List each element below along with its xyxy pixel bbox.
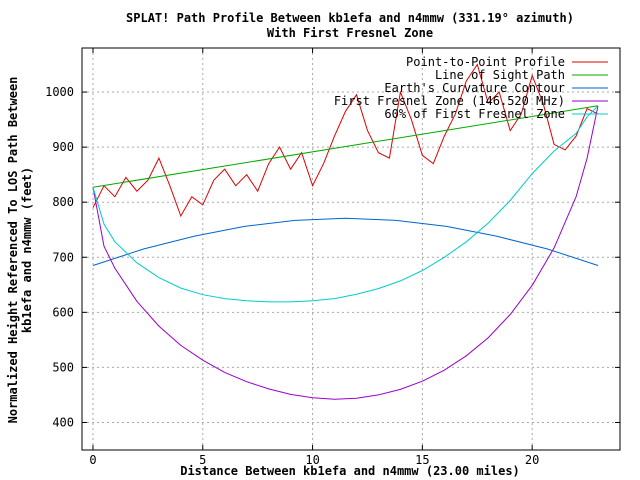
y-axis-label-line1: Normalized Height Referenced To LOS Path… xyxy=(6,77,20,424)
legend-label-los: Line of Sight Path xyxy=(435,68,565,82)
y-tick-label: 400 xyxy=(52,415,74,429)
y-axis-label-line2: kb1efa and n4mmw (feet) xyxy=(20,167,34,333)
y-tick-label: 1000 xyxy=(45,85,74,99)
axis-ticks: 0 5 10 15 20 400 500 600 700 800 900 1000 xyxy=(45,48,620,467)
legend-label-earth: Earth's Curvature Contour xyxy=(384,81,565,95)
series-los-line xyxy=(92,105,599,188)
y-tick-label: 700 xyxy=(52,250,74,264)
x-axis-label: Distance Between kb1efa and n4mmw (23.00… xyxy=(180,464,520,478)
legend-label-fresnel60: 60% of First Fresnel Zone xyxy=(384,107,565,121)
series-profile-line xyxy=(92,63,599,218)
x-tick-label: 5 xyxy=(199,453,206,467)
grid-lines xyxy=(82,48,620,450)
x-tick-label: 0 xyxy=(89,453,96,467)
series-fresnel60-line xyxy=(92,105,599,303)
chart-title: SPLAT! Path Profile Between kb1efa and n… xyxy=(126,11,574,25)
legend-label-fresnel: First Fresnel Zone (146.520 MHz) xyxy=(334,94,565,108)
chart-subtitle: With First Fresnel Zone xyxy=(267,26,433,40)
series-fresnel-line xyxy=(92,105,599,400)
y-tick-label: 900 xyxy=(52,140,74,154)
series-earth-line xyxy=(92,217,599,266)
series-layer xyxy=(92,63,599,400)
y-tick-label: 800 xyxy=(52,195,74,209)
legend-label-profile: Point-to-Point Profile xyxy=(406,55,565,69)
x-tick-label: 10 xyxy=(305,453,319,467)
y-tick-label: 500 xyxy=(52,360,74,374)
y-tick-label: 600 xyxy=(52,305,74,319)
x-tick-label: 20 xyxy=(525,453,539,467)
x-tick-label: 15 xyxy=(415,453,429,467)
plot-area xyxy=(81,47,621,451)
